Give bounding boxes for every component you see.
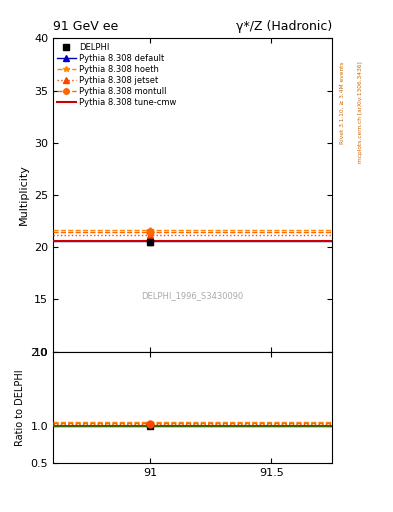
Y-axis label: Ratio to DELPHI: Ratio to DELPHI: [15, 369, 25, 446]
Text: mcplots.cern.ch [arXiv:1306.3436]: mcplots.cern.ch [arXiv:1306.3436]: [358, 61, 363, 163]
Text: DELPHI_1996_S3430090: DELPHI_1996_S3430090: [141, 291, 244, 300]
Legend: DELPHI, Pythia 8.308 default, Pythia 8.308 hoeth, Pythia 8.308 jetset, Pythia 8.: DELPHI, Pythia 8.308 default, Pythia 8.3…: [55, 41, 178, 109]
Text: γ*/Z (Hadronic): γ*/Z (Hadronic): [236, 20, 332, 33]
Text: Rivet 3.1.10, ≥ 3.4M events: Rivet 3.1.10, ≥ 3.4M events: [340, 61, 345, 144]
Y-axis label: Multiplicity: Multiplicity: [18, 164, 29, 225]
Text: 91 GeV ee: 91 GeV ee: [53, 20, 118, 33]
